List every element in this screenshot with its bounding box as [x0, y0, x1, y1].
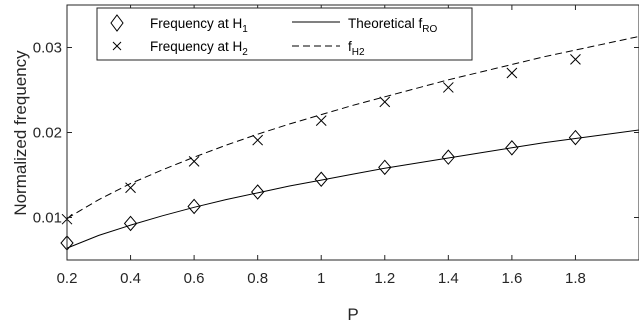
- y-tick-label: 0.02: [33, 125, 62, 142]
- axis-ticks: 0.2 0.4 0.6 0.8 1 1.2 1.4 1.6 1.8 0.01 0.02 0.03: [33, 5, 639, 287]
- h2-x-marker: [442, 82, 454, 93]
- legend-x-marker-icon: [112, 41, 122, 51]
- h2-x-marker: [379, 96, 391, 108]
- fh2-dashed-line: [66, 35, 639, 219]
- h2-x-marker: [125, 182, 136, 194]
- legend-label-h2: Frequency at H2: [150, 39, 248, 58]
- x-tick-label: 1: [317, 270, 325, 287]
- h1-diamond-marker: [441, 149, 455, 165]
- legend-label-theoretical: Theoretical fRO: [348, 16, 438, 35]
- y-axis-title: Normalized frequency: [11, 50, 30, 216]
- plot-area: [60, 35, 639, 251]
- h2-x-marker: [188, 156, 200, 167]
- x-tick-label: 0.2: [57, 270, 78, 287]
- h2-x-marker: [315, 115, 327, 126]
- x-tick-label: 0.4: [120, 270, 141, 287]
- x-axis-title: P: [347, 305, 358, 324]
- x-tick-label: 1.6: [501, 270, 522, 287]
- x-tick-label: 1.4: [438, 270, 459, 287]
- y-tick-label: 0.01: [33, 210, 62, 227]
- legend-diamond-icon: [110, 14, 124, 32]
- x-tick-label: 0.6: [184, 270, 205, 287]
- h1-diamond-marker: [314, 171, 328, 188]
- x-tick-label: 1.2: [374, 270, 395, 287]
- h2-x-marker: [570, 54, 581, 65]
- h1-diamond-marker: [505, 140, 519, 156]
- x-tick-label: 1.8: [565, 270, 586, 287]
- h1-diamond-marker: [187, 198, 201, 215]
- x-tick-label: 0.8: [247, 270, 268, 287]
- h1-diamond-marker: [568, 129, 583, 146]
- y-tick-label: 0.03: [33, 40, 62, 57]
- theoretical-fro-line: [66, 129, 639, 249]
- legend-label-fh2: fH2: [348, 39, 365, 58]
- h1-diamond-marker: [251, 184, 265, 200]
- h1-diamond-marker: [378, 159, 392, 176]
- legend-box: [96, 7, 473, 61]
- h1-diamond-marker: [123, 215, 138, 232]
- legend-label-h1: Frequency at H1: [150, 16, 248, 35]
- legend: Frequency at H1 Frequency at H2 Theoreti…: [96, 7, 473, 61]
- h2-x-marker: [252, 134, 264, 146]
- h2-x-marker: [506, 67, 518, 79]
